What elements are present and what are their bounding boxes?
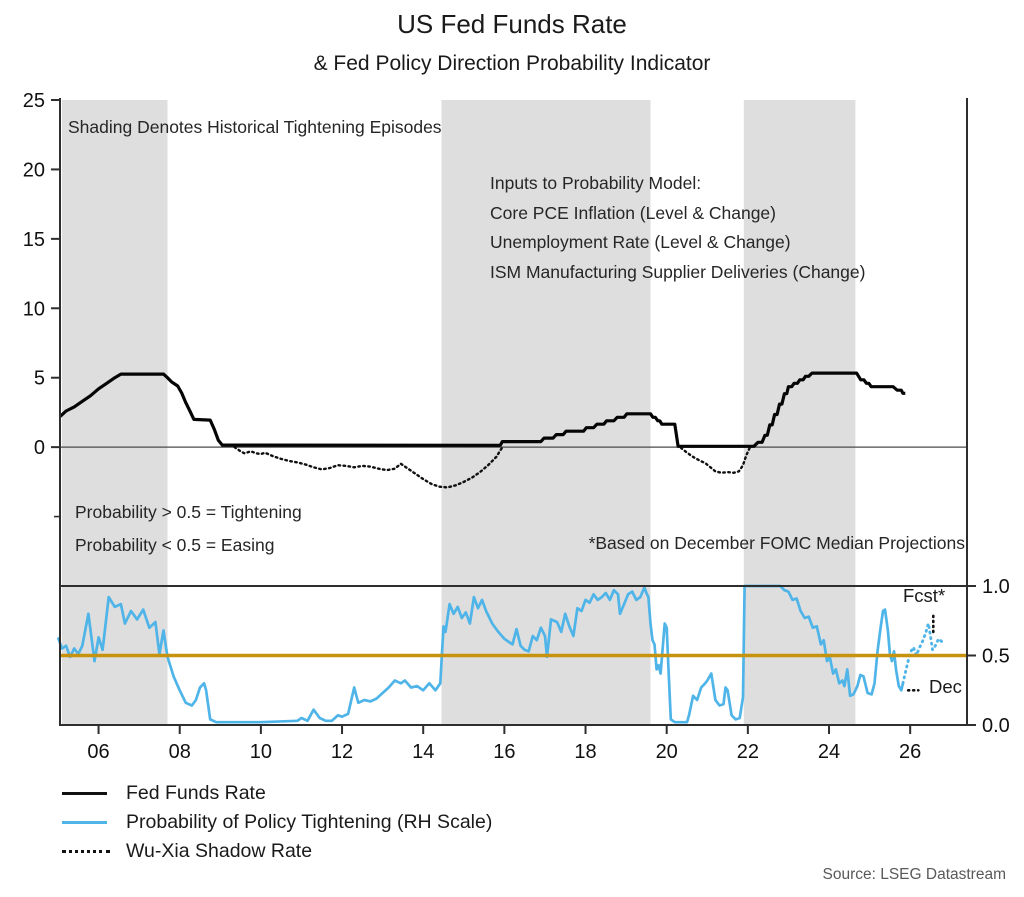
y-left-tick-label: 10: [23, 298, 45, 320]
tightening-band: [743, 100, 856, 725]
x-tick-label: 06: [87, 741, 109, 763]
legend-label: Wu-Xia Shadow Rate: [126, 840, 313, 862]
dotted-line-swatch: [62, 850, 110, 853]
tightening-band: [441, 100, 651, 725]
black-line-swatch: [62, 792, 107, 795]
y-right-tick-label: 0.0: [982, 715, 1010, 737]
legend-item-fed-funds: Fed Funds Rate: [62, 779, 492, 808]
x-tick-label: 16: [493, 741, 515, 763]
inputs-note-line: Core PCE Inflation (Level & Change): [490, 202, 776, 223]
probability-tightening-note: Probability > 0.5 = Tightening: [75, 502, 302, 522]
legend-item-probability: Probability of Policy Tightening (RH Sca…: [62, 808, 492, 837]
x-tick-label: 08: [169, 741, 191, 763]
inputs-note-line: Unemployment Rate (Level & Change): [490, 232, 791, 252]
legend: Fed Funds Rate Probability of Policy Tig…: [62, 779, 492, 866]
probability-easing-note: Probability < 0.5 = Easing: [75, 535, 275, 555]
wu-xia-shadow-line: [233, 445, 505, 489]
chart-title: US Fed Funds Rate: [397, 9, 627, 39]
y-left-tick-label: 0: [34, 437, 45, 459]
x-tick-label: 24: [818, 741, 840, 763]
y-right-tick-label: 1.0: [982, 576, 1010, 598]
inputs-note: Inputs to Probability Model: Core PCE In…: [490, 169, 865, 287]
x-tick-label: 22: [737, 741, 759, 763]
x-tick-label: 18: [574, 741, 596, 763]
legend-label: Fed Funds Rate: [126, 782, 266, 804]
x-tick-label: 20: [656, 741, 678, 763]
x-tick-label: 14: [412, 741, 434, 763]
y-left-tick-label: 5: [34, 368, 45, 390]
probability-forecast-line: [901, 622, 944, 685]
x-tick-label: 12: [331, 741, 353, 763]
inputs-note-line: ISM Manufacturing Supplier Deliveries (C…: [490, 261, 866, 282]
forecast-label: Fcst*: [903, 585, 946, 606]
source-note: Source: LSEG Datastream: [822, 866, 1007, 883]
y-right-tick-label: 0.5: [982, 646, 1010, 668]
x-tick-label: 26: [899, 741, 921, 763]
x-tick-label: 10: [250, 741, 272, 763]
fomc-projections-note: *Based on December FOMC Median Projectio…: [588, 533, 965, 553]
chart-subtitle: & Fed Policy Direction Probability Indic…: [313, 52, 711, 75]
wu-xia-shadow-line: [679, 446, 752, 474]
probability-line: [56, 584, 905, 724]
probability-threshold-note: Probability > 0.5 = Tightening Probabili…: [75, 496, 302, 562]
inputs-note-header: Inputs to Probability Model:: [490, 173, 702, 193]
y-left-tick-label: 20: [23, 159, 45, 181]
blue-line-swatch: [62, 821, 107, 824]
y-left-tick-label: 15: [23, 229, 45, 251]
shading-note: Shading Denotes Historical Tightening Ep…: [68, 117, 442, 137]
legend-label: Probability of Policy Tightening (RH Sca…: [126, 811, 493, 833]
y-left-tick-label: 25: [23, 90, 45, 112]
tightening-band: [62, 100, 168, 725]
fed-funds-line: [58, 371, 906, 448]
december-label: Dec: [929, 676, 962, 697]
legend-item-wu-xia: Wu-Xia Shadow Rate: [62, 837, 492, 866]
